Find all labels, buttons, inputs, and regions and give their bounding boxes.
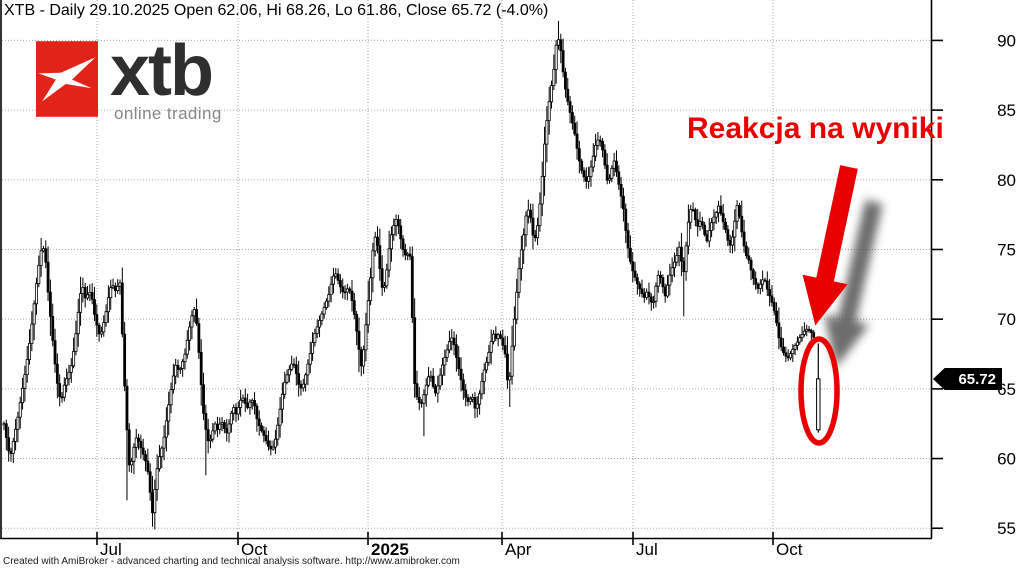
y-axis-label: 85 [997,101,1016,120]
y-axis-label: 80 [997,171,1016,190]
logo-brand-text: xtb [110,31,214,111]
y-axis-label: 75 [997,240,1016,259]
axes [0,0,943,545]
up-bodies [2,39,809,514]
logo-x-glyph [38,57,96,102]
logo-text: xtb online trading [110,31,222,124]
y-axis-label: 60 [997,450,1016,469]
amibroker-credit: Created with AmiBroker - advanced charti… [3,556,460,567]
y-axis-label: 90 [997,31,1016,50]
y-axis-label: 55 [997,519,1016,538]
arrow-shadow [824,199,883,368]
annotation-arrow [802,165,858,326]
x-axis-label: Oct [776,540,803,559]
y-axis-label: 70 [997,310,1016,329]
x-axis-label: 2025 [371,540,409,559]
ohlc-bars [2,20,821,530]
x-axis-label: Jul [100,540,122,559]
highlight-ellipse [798,336,840,446]
x-axis-label: Apr [505,540,532,559]
last-bar-body [816,378,821,431]
x-axis-label: Jul [636,540,658,559]
x-axis-label: Oct [241,540,268,559]
last-price-value: 65.72 [958,370,996,388]
xtb-logo-icon [36,41,98,117]
xtb-logo: xtb online trading [36,31,222,124]
last-price-tag: 65.72 [933,368,1002,390]
annotation-label: Reakcja na wyniki [687,112,944,145]
chart-title: XTB - Daily 29.10.2025 Open 62.06, Hi 68… [4,2,549,19]
logo-tagline-text: online trading [114,104,222,124]
